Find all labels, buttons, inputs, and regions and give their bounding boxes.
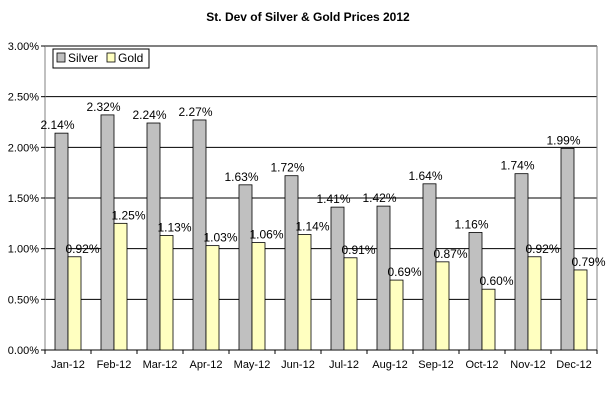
gold-data-label: 0.92% [525,242,559,256]
silver-bar [560,147,575,351]
gold-bar [573,269,588,351]
gold-data-label: 1.06% [249,228,283,242]
gold-bar [389,279,404,351]
legend-label-silver: Silver [68,51,98,65]
y-tick-label: 0.00% [8,345,39,357]
chart-title: St. Dev of Silver & Gold Prices 2012 [206,10,410,24]
silver-data-label: 1.16% [454,217,488,231]
gridlines [45,45,597,300]
x-tick-label: May-12 [234,359,271,371]
gold-data-label: 0.87% [433,247,467,261]
x-axis: Jan-12 Feb-12 Mar-12 Apr-12 May-12 Jun-12 Jul-… [44,350,598,371]
gold-bar [527,256,542,351]
silver-bar [238,184,253,351]
gold-data-label: 0.92% [65,242,99,256]
gold-data-label: 1.25% [111,208,145,222]
gold-data-label: 0.91% [341,243,375,257]
silver-bar [330,206,345,351]
gold-data-label: 1.03% [203,231,237,245]
gold-bar [251,242,266,351]
gold-data-label: 0.69% [387,265,421,279]
gold-data-label: 1.14% [295,219,329,233]
y-tick-label: 0.50% [8,294,39,306]
bars [54,114,588,351]
silver-data-label: 2.32% [86,100,120,114]
gold-bar [481,288,496,351]
silver-data-label: 1.99% [546,133,580,147]
x-tick-label: Jul-12 [329,359,359,371]
silver-bar [376,205,391,351]
silver-bar [100,114,115,351]
legend-label-gold: Gold [118,51,143,65]
silver-bar [284,175,299,351]
silver-data-label: 2.14% [40,118,74,132]
gold-bar [343,257,358,351]
x-tick-label: Apr-12 [189,359,222,371]
x-tick-label: Jan-12 [51,359,85,371]
gold-data-label: 0.79% [571,255,605,269]
x-tick-label: Nov-12 [510,359,545,371]
silver-bar [514,173,529,351]
y-axis: 0.00% 0.50% 1.00% 1.50% 2.00% 2.50% 3.00% [8,41,45,357]
gold-data-label: 0.60% [479,274,513,288]
legend-swatch-silver [56,52,66,63]
silver-data-label: 1.42% [362,191,396,205]
y-tick-label: 1.00% [8,244,39,256]
gold-bar [205,245,220,351]
gold-bar [435,261,450,351]
silver-bar [468,232,483,351]
x-tick-label: Aug-12 [372,359,407,371]
x-tick-label: Dec-12 [556,359,591,371]
legend-swatch-gold [106,52,116,63]
legend-box [52,48,150,69]
y-tick-label: 3.00% [8,41,39,53]
silver-bar [422,183,437,351]
x-tick-label: Jun-12 [281,359,315,371]
y-tick-label: 2.00% [8,142,39,154]
silver-data-label: 2.24% [132,108,166,122]
silver-data-label: 1.74% [500,159,534,173]
x-tick-label: Feb-12 [97,359,132,371]
gold-data-label: 1.13% [157,220,191,234]
y-tick-label: 1.50% [8,193,39,205]
y-tick-label: 2.50% [8,92,39,104]
x-tick-label: Mar-12 [143,359,178,371]
x-tick-label: Oct-12 [465,359,498,371]
silver-data-label: 1.41% [316,192,350,206]
gold-bar [113,222,128,351]
silver-data-label: 1.63% [224,170,258,184]
silver-data-label: 1.64% [408,169,442,183]
gold-bar [297,234,312,351]
legend: Silver Gold [52,48,150,69]
gold-bar [67,256,82,351]
silver-bar [54,132,69,351]
silver-data-label: 2.27% [178,105,212,119]
gold-bar [159,235,174,351]
data-labels: 2.14% 2.32% 2.24% 2.27% 1.63% 1.72% 1.41% 1.42%… [40,100,605,288]
x-tick-label: Sep-12 [418,359,453,371]
silver-data-label: 1.72% [270,161,304,175]
silver-bar [192,119,207,351]
silver-bar [146,122,161,351]
